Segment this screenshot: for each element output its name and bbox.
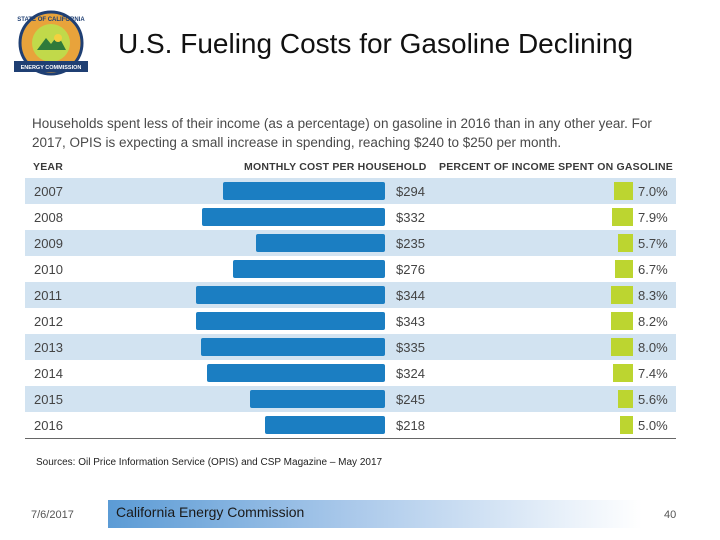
cost-label: $343 — [396, 314, 425, 329]
fuel-cost-chart: 2007 $294 7.0% 2008 $332 7.9% 2009 $235 5.7% 2010… — [25, 178, 676, 439]
percent-column-header: PERCENT OF INCOME SPENT ON GASOLINE — [439, 161, 673, 173]
cost-bar — [200, 338, 385, 356]
cost-label: $344 — [396, 288, 425, 303]
table-row: 2007 $294 7.0% — [25, 178, 676, 204]
cost-bar — [255, 234, 385, 252]
cost-label: $218 — [396, 418, 425, 433]
svg-text:ENERGY COMMISSION: ENERGY COMMISSION — [21, 65, 82, 71]
cost-label: $245 — [396, 392, 425, 407]
percent-bar — [617, 234, 633, 252]
table-row: 2011 $344 8.3% — [25, 282, 676, 308]
cost-bar — [250, 390, 385, 408]
cost-bar — [206, 364, 385, 382]
percent-label: 5.6% — [638, 392, 668, 407]
cost-bar — [195, 286, 385, 304]
cost-label: $294 — [396, 184, 425, 199]
cost-bar — [223, 182, 385, 200]
year-label: 2008 — [34, 210, 63, 225]
cost-label: $335 — [396, 340, 425, 355]
percent-bar — [619, 416, 633, 434]
year-label: 2016 — [34, 418, 63, 433]
table-row: 2012 $343 8.2% — [25, 308, 676, 334]
intro-text: Households spent less of their income (a… — [32, 116, 652, 150]
percent-label: 5.0% — [638, 418, 668, 433]
source-note: Sources: Oil Price Information Service (… — [36, 457, 383, 468]
table-row: 2016 $218 5.0% — [25, 412, 676, 438]
cost-label: $276 — [396, 262, 425, 277]
cost-bar — [196, 312, 385, 330]
percent-label: 7.0% — [638, 184, 668, 199]
table-row: 2009 $235 5.7% — [25, 230, 676, 256]
year-label: 2009 — [34, 236, 63, 251]
cost-label: $324 — [396, 366, 425, 381]
percent-bar — [614, 260, 633, 278]
year-label: 2015 — [34, 392, 63, 407]
year-label: 2010 — [34, 262, 63, 277]
cost-bar — [202, 208, 385, 226]
percent-bar — [617, 390, 633, 408]
year-label: 2013 — [34, 340, 63, 355]
table-row: 2015 $245 5.6% — [25, 386, 676, 412]
percent-label: 7.4% — [638, 366, 668, 381]
year-label: 2011 — [34, 288, 62, 303]
table-row: 2008 $332 7.9% — [25, 204, 676, 230]
year-column-header: YEAR — [33, 161, 63, 173]
percent-bar — [610, 286, 633, 304]
energy-commission-logo: STATE OF CALIFORNIA ENERGY COMMISSION — [14, 10, 88, 76]
table-row: 2014 $324 7.4% — [25, 360, 676, 386]
year-label: 2007 — [34, 184, 63, 199]
percent-label: 5.7% — [638, 236, 668, 251]
percent-label: 6.7% — [638, 262, 668, 277]
cost-label: $332 — [396, 210, 425, 225]
percent-bar — [611, 208, 633, 226]
percent-bar — [613, 364, 633, 382]
percent-bar — [611, 338, 633, 356]
footer-date: 7/6/2017 — [31, 509, 74, 521]
footer-organization: California Energy Commission — [116, 504, 305, 520]
percent-label: 8.2% — [638, 314, 668, 329]
percent-label: 8.0% — [638, 340, 668, 355]
cost-bar — [233, 260, 385, 278]
cost-bar — [265, 416, 385, 434]
year-label: 2012 — [34, 314, 63, 329]
percent-bar — [610, 312, 633, 330]
slide-title: U.S. Fueling Costs for Gasoline Declinin… — [118, 28, 634, 59]
percent-label: 7.9% — [638, 210, 668, 225]
page-number: 40 — [664, 509, 677, 521]
table-row: 2013 $335 8.0% — [25, 334, 676, 360]
svg-text:STATE OF CALIFORNIA: STATE OF CALIFORNIA — [17, 17, 85, 23]
cost-column-header: MONTHLY COST PER HOUSEHOLD — [244, 161, 427, 173]
cost-label: $235 — [396, 236, 425, 251]
percent-label: 8.3% — [638, 288, 668, 303]
footer-bar — [108, 500, 642, 528]
year-label: 2014 — [34, 366, 63, 381]
percent-bar — [614, 182, 633, 200]
table-row: 2010 $276 6.7% — [25, 256, 676, 282]
